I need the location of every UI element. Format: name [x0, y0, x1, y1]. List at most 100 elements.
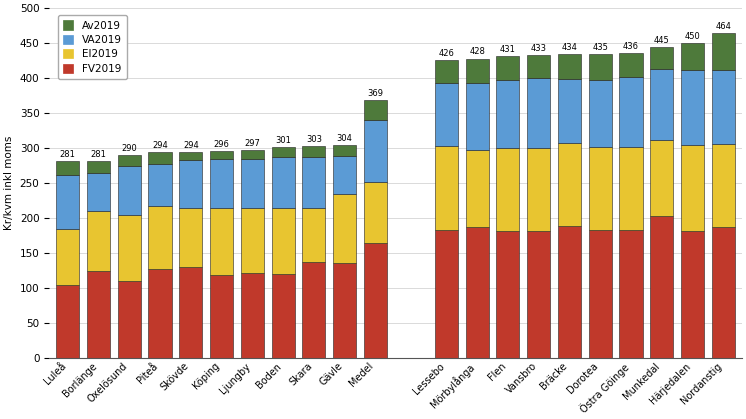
Text: 303: 303	[306, 135, 322, 144]
Bar	[210, 159, 233, 208]
Text: 450: 450	[685, 32, 700, 41]
Bar	[210, 208, 233, 275]
Bar	[302, 146, 325, 157]
Text: 281: 281	[60, 150, 75, 159]
Bar	[619, 53, 642, 78]
Bar	[681, 231, 704, 358]
Bar	[302, 262, 325, 358]
Bar	[589, 230, 612, 358]
Bar	[210, 275, 233, 358]
Bar	[241, 159, 264, 208]
Bar	[496, 57, 519, 80]
Bar	[712, 227, 735, 358]
Y-axis label: Kr/kvm inkl moms: Kr/kvm inkl moms	[4, 136, 14, 230]
Bar	[619, 230, 642, 358]
Bar	[651, 140, 674, 216]
Bar	[333, 145, 357, 156]
Bar	[651, 69, 674, 140]
Bar	[148, 163, 172, 206]
Bar	[496, 80, 519, 148]
Bar	[527, 231, 551, 358]
Bar	[558, 226, 581, 358]
Text: 290: 290	[122, 144, 137, 153]
Text: 426: 426	[439, 49, 454, 58]
Bar	[435, 230, 458, 358]
Bar	[179, 267, 202, 358]
Bar	[87, 173, 110, 211]
Bar	[272, 274, 295, 358]
Bar	[241, 273, 264, 358]
Bar	[589, 147, 612, 230]
Text: 304: 304	[336, 134, 353, 143]
Bar	[364, 120, 387, 182]
Bar	[527, 55, 551, 78]
Bar	[681, 70, 704, 145]
Bar	[496, 231, 519, 358]
Text: 369: 369	[368, 89, 383, 98]
Bar	[118, 215, 141, 281]
Bar	[527, 78, 551, 148]
Bar	[496, 148, 519, 231]
Bar	[589, 80, 612, 147]
Bar	[333, 194, 357, 263]
Bar	[272, 147, 295, 157]
Bar	[148, 153, 172, 163]
Legend: Av2019, VA2019, El2019, FV2019: Av2019, VA2019, El2019, FV2019	[58, 15, 127, 79]
Bar	[148, 206, 172, 269]
Text: 297: 297	[245, 139, 260, 148]
Bar	[179, 160, 202, 208]
Text: 428: 428	[469, 47, 485, 57]
Bar	[87, 211, 110, 271]
Bar	[712, 34, 735, 70]
Bar	[558, 79, 581, 143]
Bar	[435, 83, 458, 146]
Bar	[302, 208, 325, 262]
Bar	[333, 156, 357, 194]
Bar	[364, 100, 387, 120]
Bar	[558, 143, 581, 226]
Bar	[466, 83, 489, 150]
Text: 435: 435	[592, 43, 608, 52]
Text: 433: 433	[530, 44, 547, 53]
Bar	[364, 182, 387, 243]
Bar	[241, 150, 264, 159]
Bar	[651, 216, 674, 358]
Bar	[364, 243, 387, 358]
Bar	[435, 146, 458, 230]
Bar	[210, 151, 233, 159]
Text: 281: 281	[90, 150, 107, 159]
Bar	[466, 59, 489, 83]
Bar	[712, 70, 735, 144]
Bar	[302, 157, 325, 208]
Bar	[681, 43, 704, 70]
Bar	[179, 208, 202, 267]
Text: 436: 436	[623, 42, 639, 51]
Text: 294: 294	[152, 141, 168, 150]
Bar	[466, 150, 489, 227]
Bar	[619, 147, 642, 230]
Bar	[118, 166, 141, 215]
Bar	[435, 60, 458, 83]
Bar	[56, 161, 79, 175]
Text: 445: 445	[654, 36, 670, 44]
Text: 431: 431	[500, 45, 515, 54]
Bar	[681, 145, 704, 231]
Text: 464: 464	[715, 22, 731, 31]
Bar	[179, 153, 202, 160]
Bar	[272, 157, 295, 208]
Bar	[272, 208, 295, 274]
Bar	[333, 263, 357, 358]
Bar	[118, 281, 141, 358]
Bar	[527, 148, 551, 231]
Bar	[712, 144, 735, 227]
Bar	[558, 54, 581, 79]
Bar	[619, 78, 642, 147]
Bar	[56, 229, 79, 285]
Bar	[466, 227, 489, 358]
Bar	[651, 47, 674, 69]
Bar	[56, 175, 79, 229]
Bar	[241, 208, 264, 273]
Bar	[56, 285, 79, 358]
Text: 434: 434	[562, 43, 577, 52]
Bar	[148, 269, 172, 358]
